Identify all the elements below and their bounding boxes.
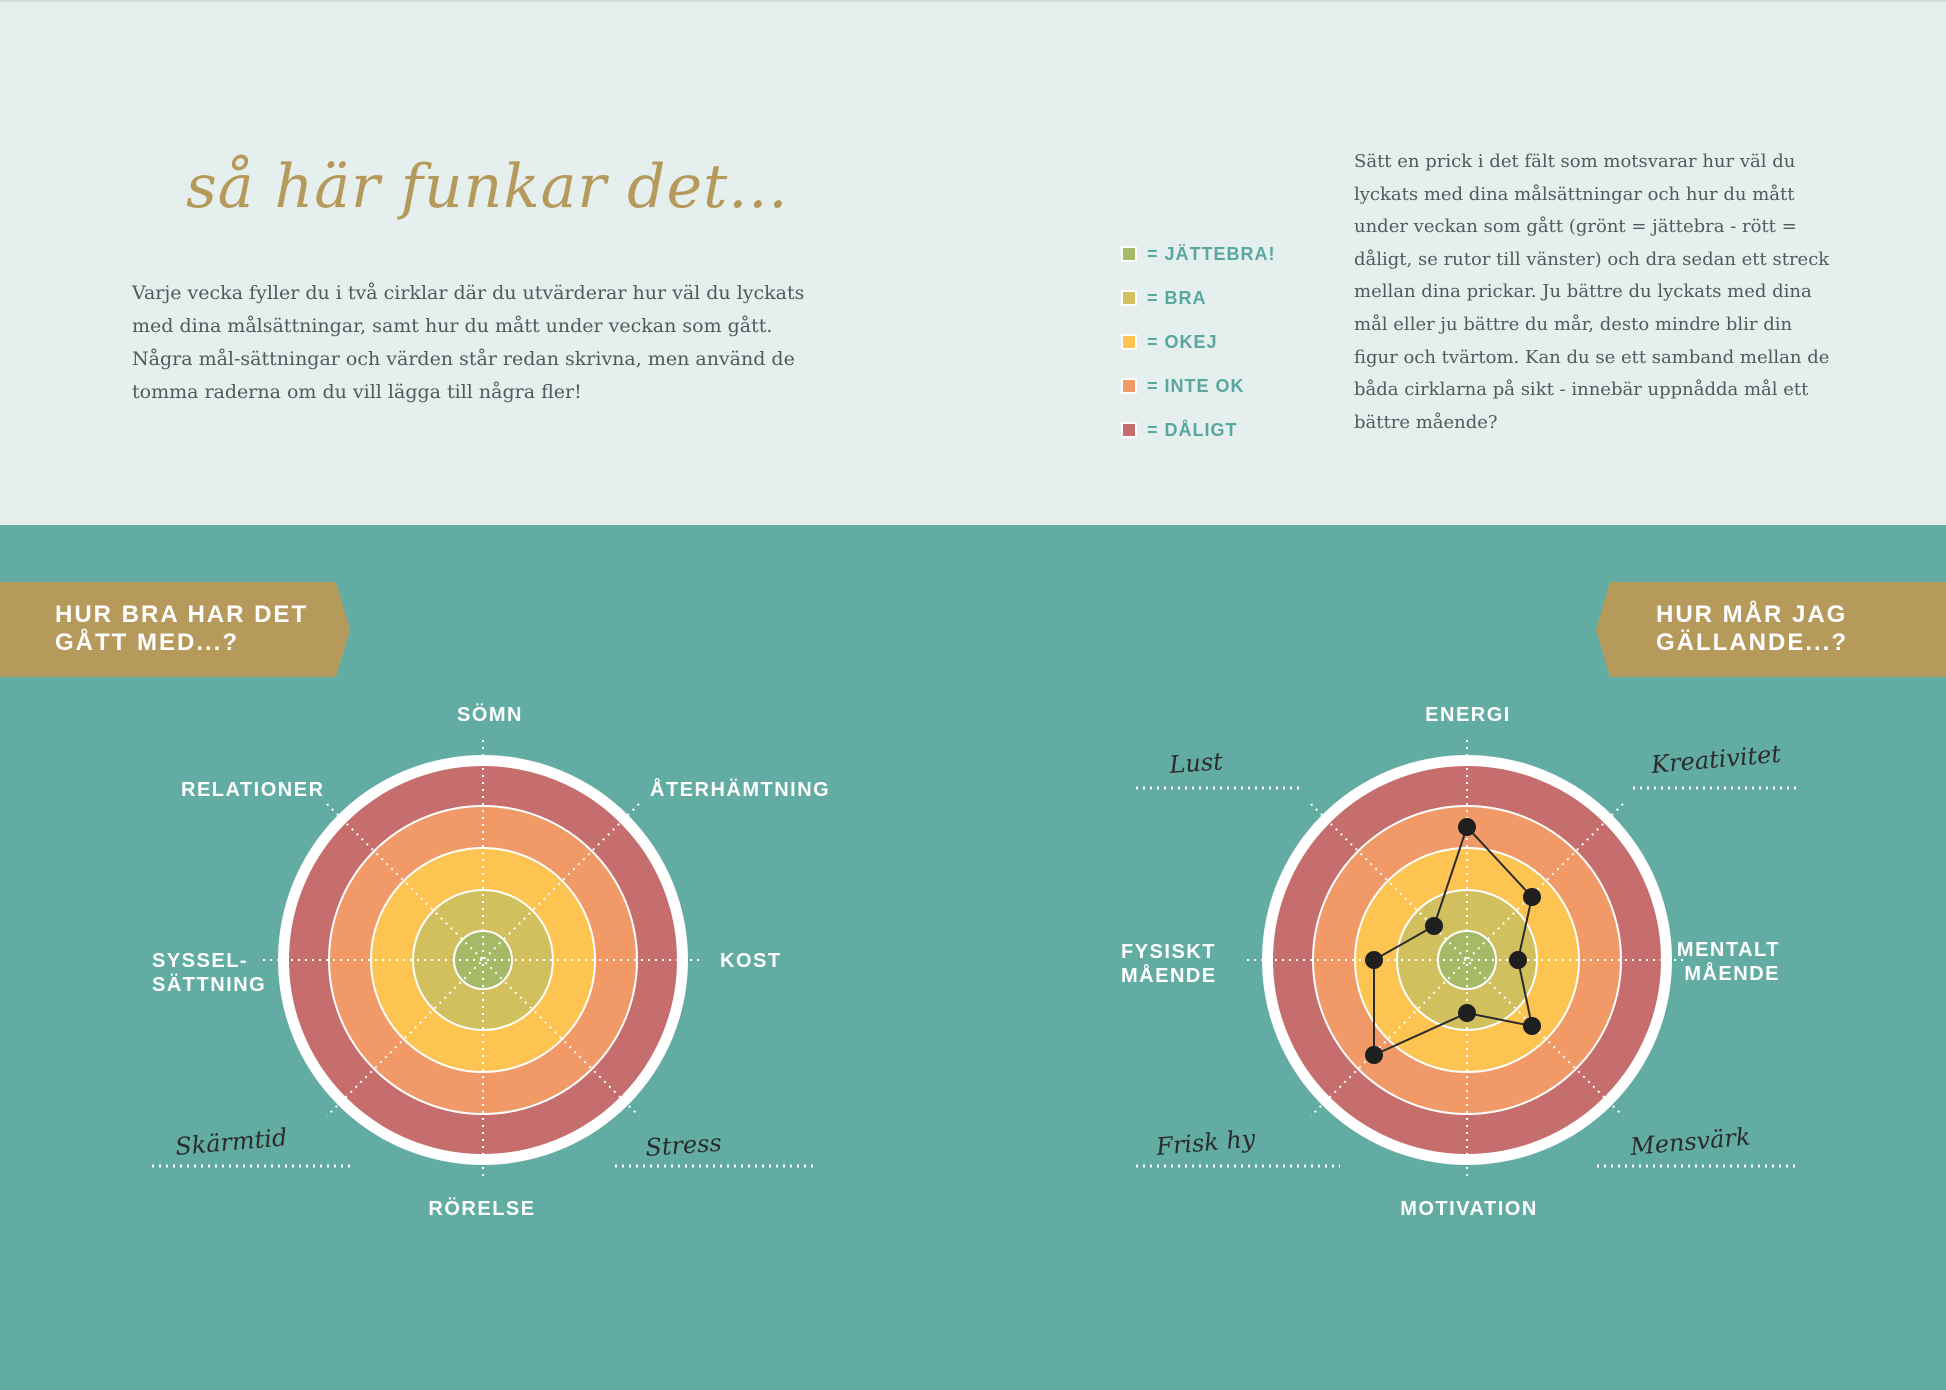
legend-item-jattebra: = JÄTTEBRA! [1121,232,1276,276]
axis-label-relationer: RELATIONER [181,779,325,801]
custom-label-stress: Stress [644,1129,722,1162]
axis-label-mentalt-maende-1: MENTALT [1677,939,1780,961]
goals-banner-line-1: HUR BRA HAR DET [55,601,309,628]
ring-jattebra[interactable] [453,930,513,990]
custom-label-mensvark: Mensvärk [1628,1123,1751,1161]
custom-label-kreativitet: Kreativitet [1649,740,1782,779]
rating-dot-energi[interactable] [1458,818,1476,836]
custom-label-skarmtid: Skärmtid [174,1123,288,1161]
rating-dot-frisk-hy[interactable] [1365,1046,1383,1064]
rating-dots [1365,818,1541,1064]
goals-banner: HUR BRA HAR DET GÅTT MED...? [0,582,350,677]
legend-label: = OKEJ [1147,331,1218,352]
intro-panel: så här funkar det... Varje vecka fyller … [0,0,1946,525]
legend-swatch [1121,290,1137,306]
legend-swatch [1121,422,1137,438]
axis-label-motivation: MOTIVATION [1400,1198,1538,1220]
legend-swatch [1121,246,1137,262]
legend-swatch [1121,378,1137,394]
wellbeing-banner: HUR MÅR JAG GÄLLANDE...? [1596,582,1946,677]
axis-label-kost: KOST [720,950,782,972]
wellbeing-banner-line-1: HUR MÅR JAG [1656,601,1848,628]
goals-banner-line-2: GÅTT MED...? [55,629,239,656]
rating-dot-motivation[interactable] [1458,1004,1476,1022]
color-legend: = JÄTTEBRA! = BRA = OKEJ = INTE OK = DÅL… [1121,232,1276,452]
custom-label-lust: Lust [1167,747,1224,779]
wellbeing-wheel: ENERGI MENTALT MÅENDE MOTIVATION FYSISKT… [1121,704,1800,1220]
legend-item-inte-ok: = INTE OK [1121,364,1276,408]
axis-label-fysiskt-maende-1: FYSISKT [1121,941,1216,963]
legend-swatch [1121,334,1137,350]
axis-label-fysiskt-maende-2: MÅENDE [1121,963,1217,987]
axis-label-mentalt-maende-2: MÅENDE [1684,961,1780,985]
axis-label-sysselsattning-1: SYSSEL- [152,950,248,972]
ring-jattebra[interactable] [1437,930,1497,990]
legend-label: = DÅLIGT [1147,419,1238,440]
legend-label: = INTE OK [1147,375,1245,396]
legend-label: = BRA [1147,287,1207,308]
legend-item-daligt: = DÅLIGT [1121,408,1276,452]
legend-item-okej: = OKEJ [1121,320,1276,364]
axis-label-rorelse: RÖRELSE [428,1197,535,1220]
rating-dot-kreativitet[interactable] [1523,888,1541,906]
intro-text: Varje vecka fyller du i två cirklar där … [132,282,805,403]
axis-label-sysselsattning-2: SÄTTNING [152,973,266,996]
instructions-text: Sätt en prick i det fält som motsvarar h… [1354,151,1830,433]
goals-wheel: SÖMN ÅTERHÄMTNING KOST RÖRELSE SYSSEL- S… [152,703,830,1220]
custom-label-frisk-hy: Frisk hy [1154,1124,1257,1161]
axis-label-somn: SÖMN [457,703,523,726]
axis-label-aterhamtning: ÅTERHÄMTNING [650,777,830,801]
rating-dot-mentalt-maende[interactable] [1509,951,1527,969]
rating-dot-mensvark[interactable] [1523,1017,1541,1035]
wellbeing-banner-line-2: GÄLLANDE...? [1656,629,1848,656]
axis-label-energi: ENERGI [1425,704,1511,726]
legend-label: = JÄTTEBRA! [1147,243,1276,264]
page-title: så här funkar det... [186,152,789,222]
rating-dot-lust[interactable] [1425,917,1443,935]
legend-item-bra: = BRA [1121,276,1276,320]
rating-dot-fysiskt-maende[interactable] [1365,951,1383,969]
